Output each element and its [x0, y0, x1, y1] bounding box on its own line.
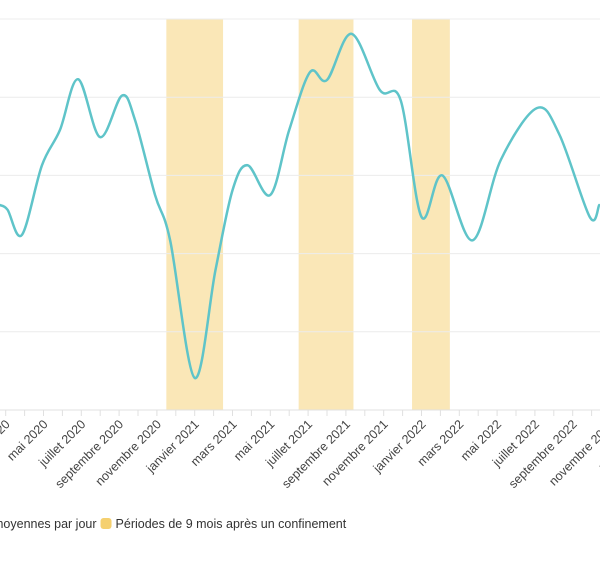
legend-label-series: moyennes par jour [0, 517, 97, 531]
highlight-band [166, 19, 224, 410]
legend-swatch-bands [100, 518, 112, 529]
highlight-band [412, 19, 450, 410]
x-tick-label: novembre 2020 [93, 417, 164, 488]
x-tick-label: septembre 2021 [279, 417, 353, 491]
highlight-band [298, 19, 354, 410]
series-lines [0, 32, 600, 380]
x-tick-label: septembre 2022 [506, 417, 580, 491]
x-tick-label: septembre 2020 [52, 417, 126, 491]
series-line [0, 32, 600, 380]
highlight-bands [166, 19, 450, 410]
x-tick-label: novembre 2021 [319, 417, 390, 488]
legend-label-bands: Périodes de 9 mois après un confinement [116, 517, 347, 531]
legend: moyennes par jour Périodes de 9 mois apr… [0, 517, 347, 531]
